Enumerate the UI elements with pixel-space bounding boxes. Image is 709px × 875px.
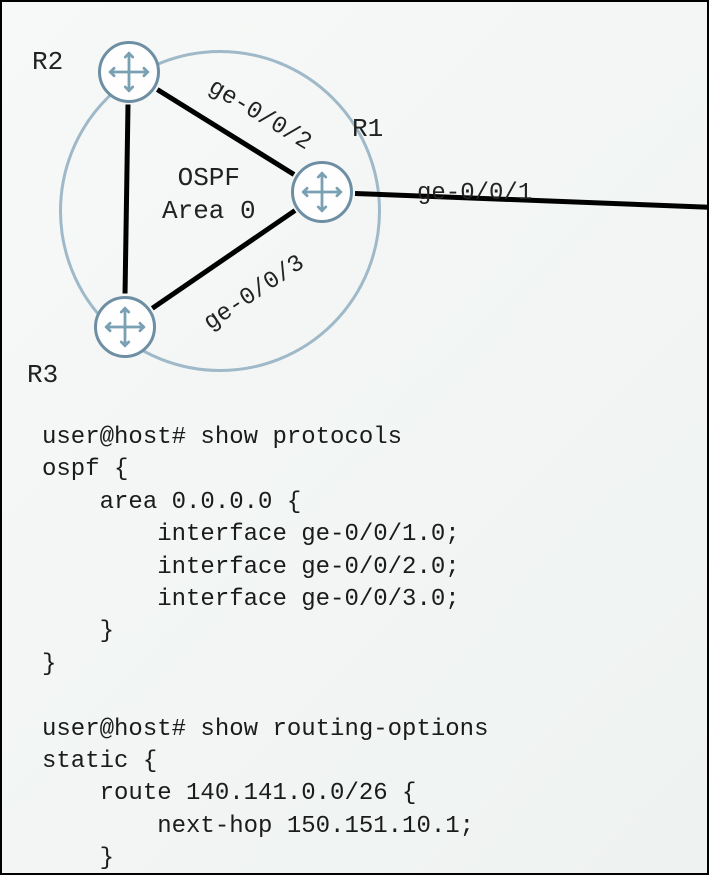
router-label-r2: R2 [32,47,63,77]
label-text: R1 [352,114,383,144]
router-label-r1: R1 [352,114,383,144]
page: OSPF Area 0 ge-0/0/1 ge-0/0/2 ge-0/0/3 [0,0,709,875]
router-label-r3: R3 [27,360,58,390]
label-text: R3 [27,360,58,390]
ospf-area-label: OSPF Area 0 [162,162,256,227]
router-r3 [94,296,156,358]
iface-text: ge-0/0/1 [417,180,532,207]
interface-label-ge001: ge-0/0/1 [417,180,532,207]
router-r2 [98,41,160,103]
router-r1 [291,161,353,223]
ospf-area-line2: Area 0 [162,196,256,226]
network-diagram: OSPF Area 0 ge-0/0/1 ge-0/0/2 ge-0/0/3 [2,2,709,402]
ospf-area-line1: OSPF [178,163,240,193]
label-text: R2 [32,47,63,77]
cli-output: user@host# show protocols ospf { area 0.… [42,422,488,875]
